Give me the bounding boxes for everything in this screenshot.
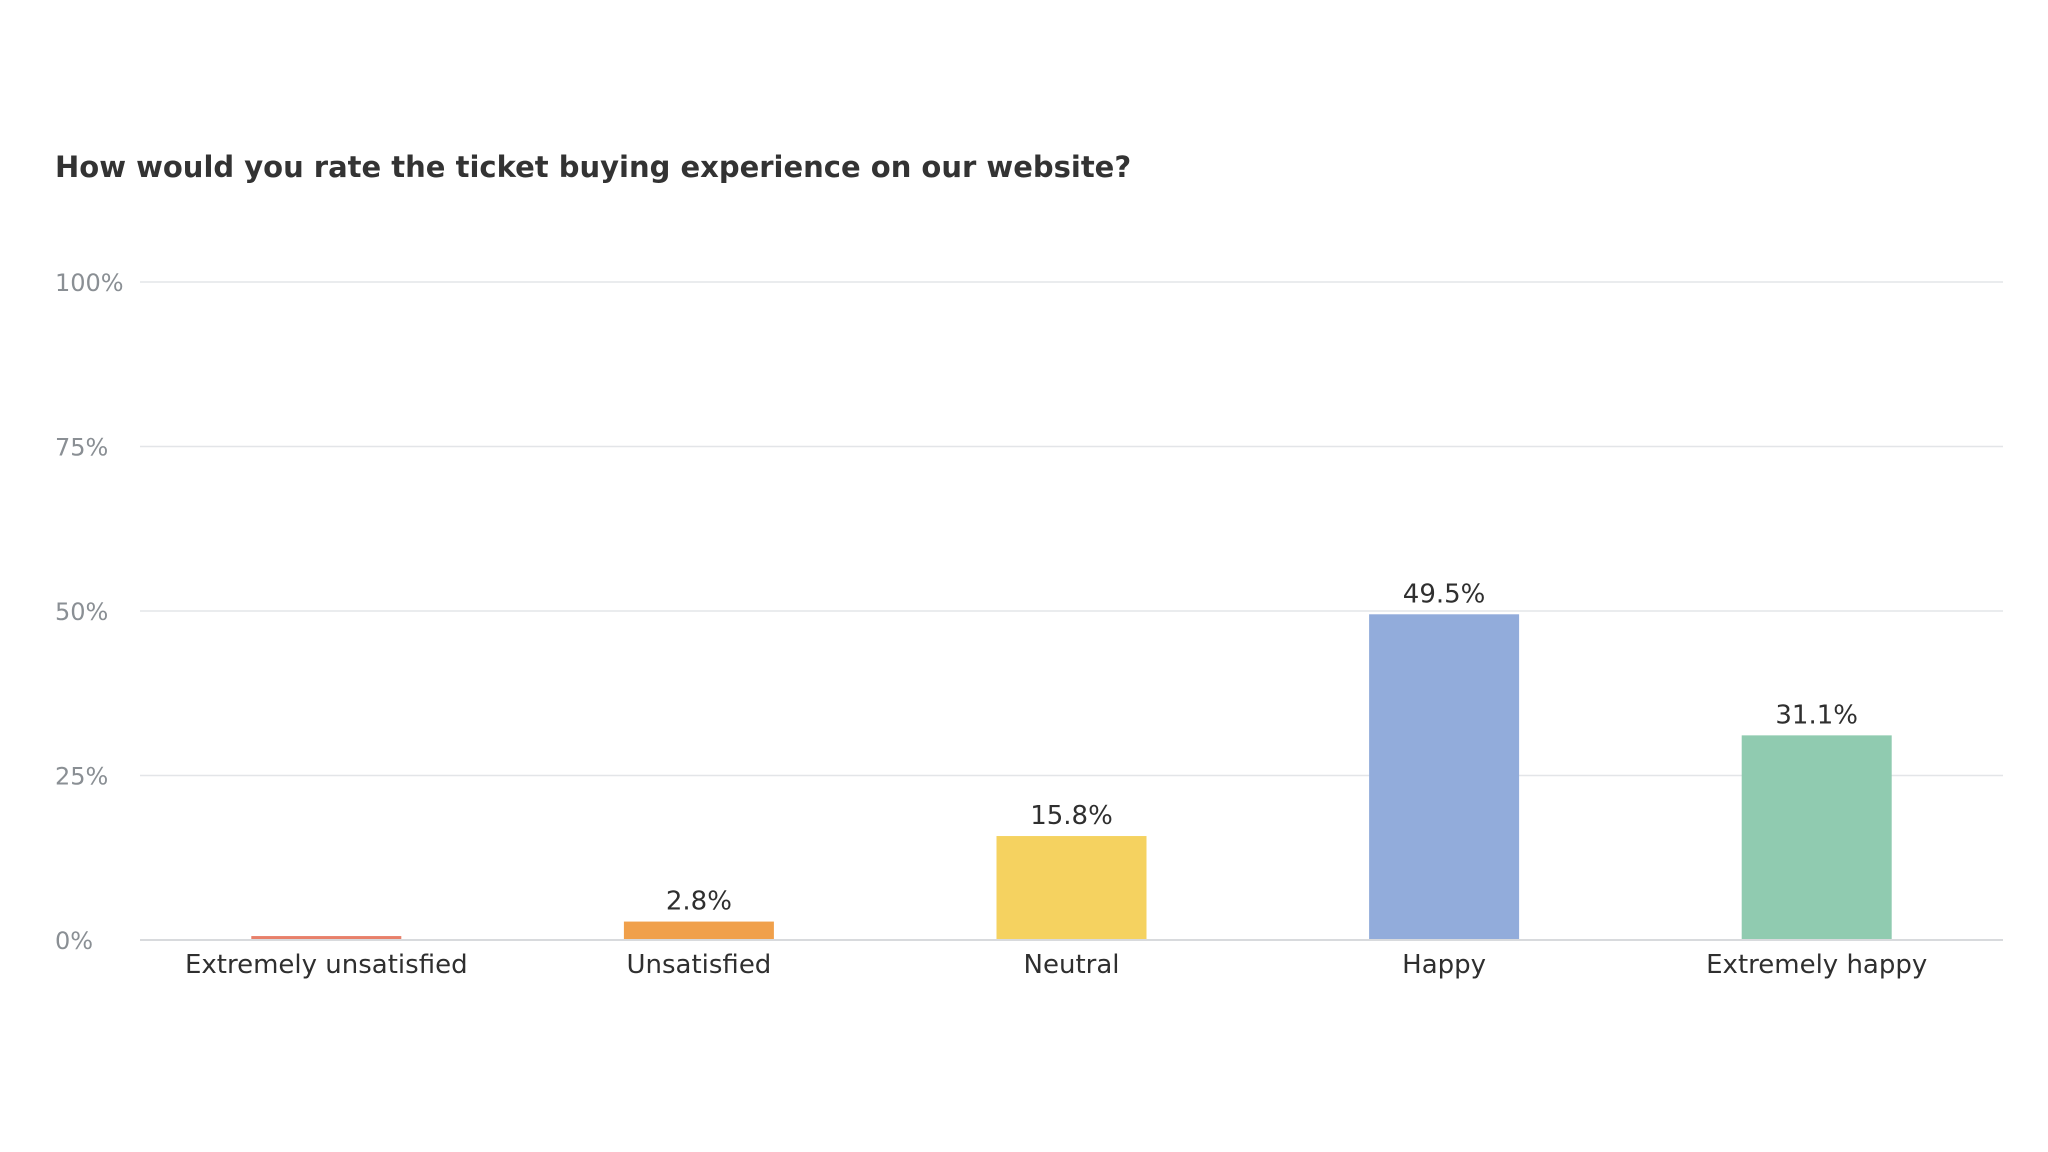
category-label: Extremely happy [1706,950,1927,980]
gridlines [140,281,2003,777]
category-label: Happy [1402,950,1486,980]
bar-value-labels: 2.8% 15.8% 49.5% 31.1% [666,579,1858,916]
bar-value-label: 15.8% [1030,801,1113,831]
bar-value-label: 31.1% [1775,700,1858,730]
chart-title: How would you rate the ticket buying exp… [55,150,1132,184]
bar [996,836,1147,940]
y-tick-label: 100% [55,269,124,297]
category-label: Extremely unsatisfied [185,950,468,980]
y-tick-label: 75% [55,434,108,462]
bar-value-label: 49.5% [1403,579,1486,609]
category-label: Neutral [1024,950,1120,980]
bar [251,936,402,940]
y-tick-label: 50% [55,598,108,626]
y-axis-tick-labels: 0% 25% 50% 75% 100% [55,269,124,955]
y-tick-label: 25% [55,763,108,791]
bar-value-label: 2.8% [666,887,732,917]
bars [251,614,1892,940]
x-axis-category-labels: Extremely unsatisfied Unsatisfied Neutral H… [185,950,1927,980]
y-tick-label: 0% [55,927,93,955]
bar [1369,614,1520,940]
category-label: Unsatisfied [626,950,771,980]
bar [1741,735,1892,940]
bar [623,921,774,940]
